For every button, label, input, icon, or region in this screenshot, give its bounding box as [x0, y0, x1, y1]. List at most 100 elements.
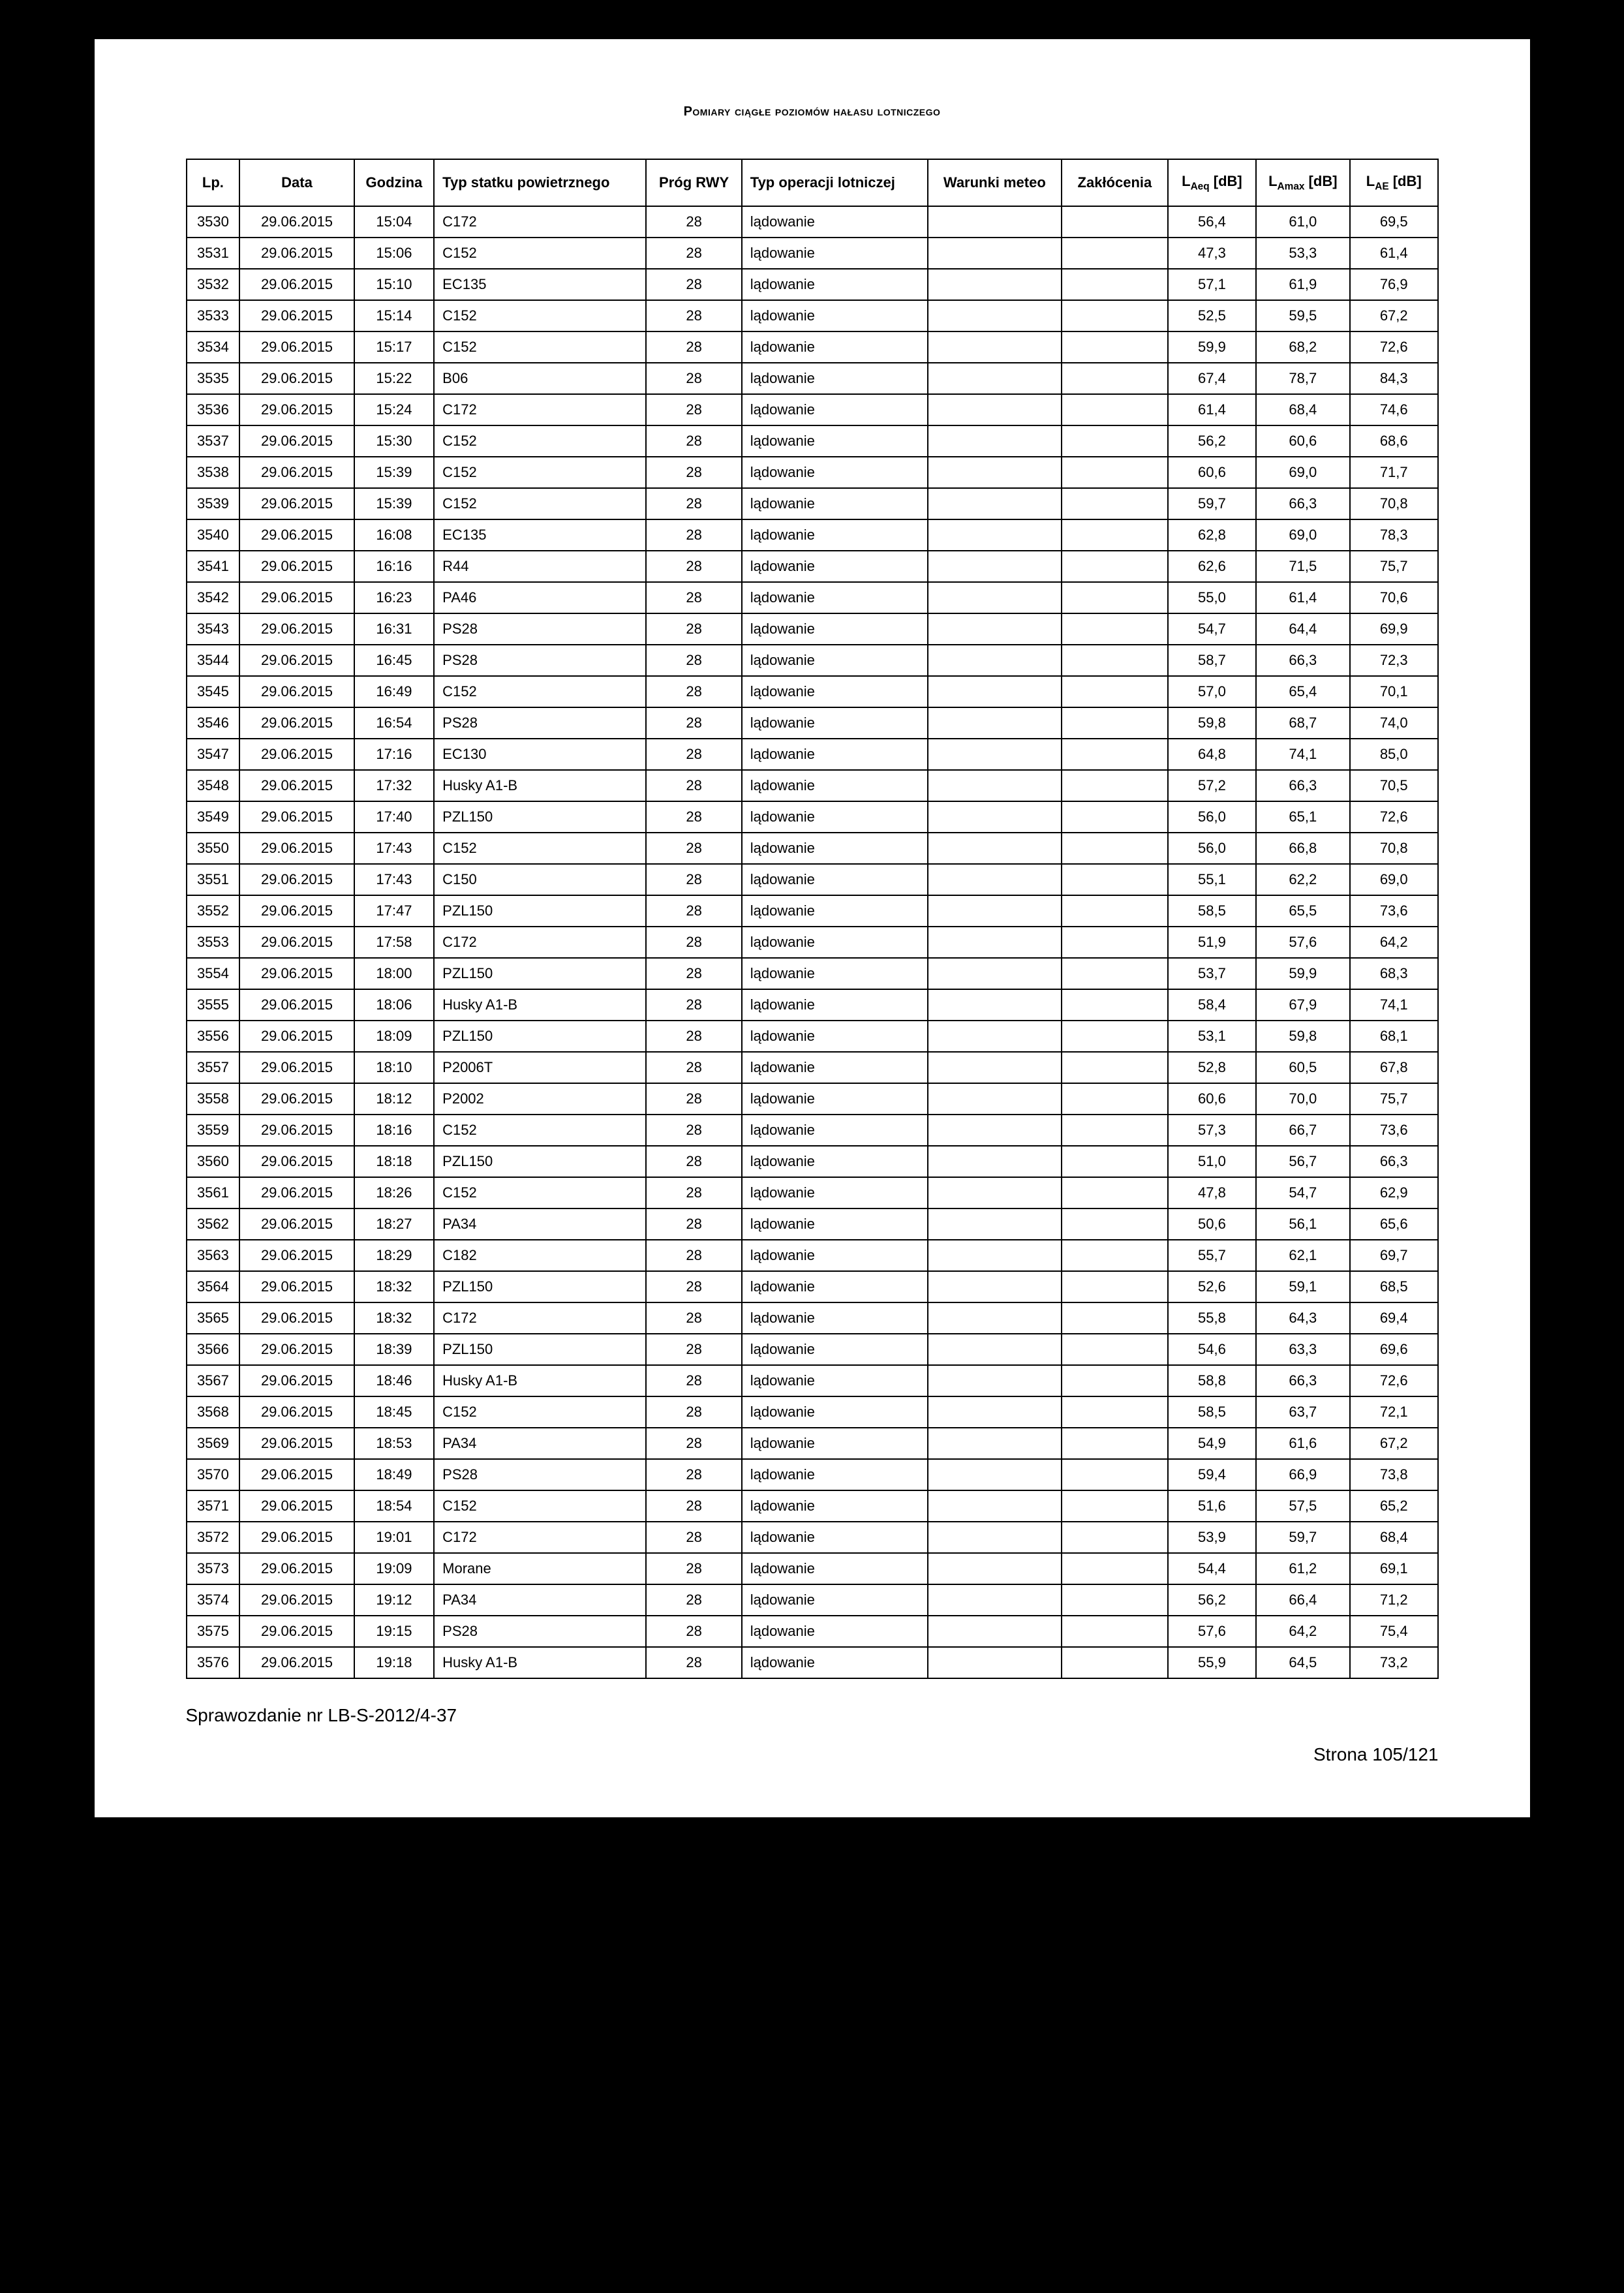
- cell-lae: 75,7: [1350, 1083, 1438, 1115]
- cell-prog: 28: [646, 801, 741, 833]
- cell-godzina: 18:18: [354, 1146, 434, 1177]
- cell-typ: PS28: [434, 645, 646, 676]
- cell-lp: 3536: [187, 394, 240, 425]
- cell-warunki: [928, 1334, 1061, 1365]
- cell-lamax: 66,3: [1256, 645, 1350, 676]
- cell-oper: lądowanie: [742, 1396, 928, 1428]
- cell-prog: 28: [646, 739, 741, 770]
- cell-typ: C152: [434, 425, 646, 457]
- cell-lp: 3560: [187, 1146, 240, 1177]
- cell-godzina: 19:15: [354, 1616, 434, 1647]
- cell-lamax: 64,5: [1256, 1647, 1350, 1678]
- cell-data: 29.06.2015: [239, 1490, 354, 1522]
- cell-lp: 3544: [187, 645, 240, 676]
- cell-typ: C152: [434, 238, 646, 269]
- cell-lamax: 61,4: [1256, 582, 1350, 613]
- table-row: 356229.06.201518:27PA3428lądowanie50,656…: [187, 1208, 1438, 1240]
- cell-lp: 3563: [187, 1240, 240, 1271]
- cell-lp: 3532: [187, 269, 240, 300]
- cell-warunki: [928, 1365, 1061, 1396]
- cell-prog: 28: [646, 300, 741, 331]
- cell-warunki: [928, 582, 1061, 613]
- cell-lp: 3549: [187, 801, 240, 833]
- cell-godzina: 16:31: [354, 613, 434, 645]
- cell-typ: PZL150: [434, 958, 646, 989]
- cell-laeq: 59,7: [1168, 488, 1255, 519]
- cell-laeq: 52,6: [1168, 1271, 1255, 1302]
- cell-godzina: 16:08: [354, 519, 434, 551]
- cell-typ: B06: [434, 363, 646, 394]
- cell-data: 29.06.2015: [239, 238, 354, 269]
- cell-prog: 28: [646, 864, 741, 895]
- cell-lamax: 68,7: [1256, 707, 1350, 739]
- cell-prog: 28: [646, 1490, 741, 1522]
- cell-lamax: 60,6: [1256, 425, 1350, 457]
- table-row: 356029.06.201518:18PZL15028lądowanie51,0…: [187, 1146, 1438, 1177]
- cell-lamax: 57,5: [1256, 1490, 1350, 1522]
- cell-laeq: 60,6: [1168, 1083, 1255, 1115]
- cell-laeq: 47,3: [1168, 238, 1255, 269]
- cell-laeq: 60,6: [1168, 457, 1255, 488]
- table-row: 353829.06.201515:39C15228lądowanie60,669…: [187, 457, 1438, 488]
- cell-prog: 28: [646, 519, 741, 551]
- cell-lp: 3557: [187, 1052, 240, 1083]
- cell-lp: 3567: [187, 1365, 240, 1396]
- cell-godzina: 15:39: [354, 488, 434, 519]
- cell-godzina: 19:18: [354, 1647, 434, 1678]
- cell-warunki: [928, 394, 1061, 425]
- table-row: 357329.06.201519:09Morane28lądowanie54,4…: [187, 1553, 1438, 1584]
- cell-oper: lądowanie: [742, 1522, 928, 1553]
- cell-oper: lądowanie: [742, 895, 928, 927]
- cell-data: 29.06.2015: [239, 676, 354, 707]
- cell-godzina: 18:32: [354, 1302, 434, 1334]
- cell-lae: 75,4: [1350, 1616, 1438, 1647]
- cell-oper: lądowanie: [742, 1428, 928, 1459]
- cell-warunki: [928, 739, 1061, 770]
- cell-lamax: 70,0: [1256, 1083, 1350, 1115]
- cell-godzina: 15:06: [354, 238, 434, 269]
- cell-warunki: [928, 1177, 1061, 1208]
- cell-typ: EC135: [434, 519, 646, 551]
- cell-godzina: 18:09: [354, 1021, 434, 1052]
- cell-lae: 72,1: [1350, 1396, 1438, 1428]
- table-header-row: Lp. Data Godzina Typ statku powietrznego…: [187, 159, 1438, 206]
- cell-lp: 3540: [187, 519, 240, 551]
- cell-laeq: 52,5: [1168, 300, 1255, 331]
- cell-prog: 28: [646, 269, 741, 300]
- cell-zaklocenia: [1062, 1115, 1169, 1146]
- cell-lamax: 69,0: [1256, 519, 1350, 551]
- cell-typ: PS28: [434, 1459, 646, 1490]
- cell-data: 29.06.2015: [239, 989, 354, 1021]
- cell-oper: lądowanie: [742, 833, 928, 864]
- table-row: 355629.06.201518:09PZL15028lądowanie53,1…: [187, 1021, 1438, 1052]
- cell-warunki: [928, 1146, 1061, 1177]
- cell-laeq: 57,1: [1168, 269, 1255, 300]
- cell-typ: Morane: [434, 1553, 646, 1584]
- cell-prog: 28: [646, 488, 741, 519]
- cell-oper: lądowanie: [742, 1584, 928, 1616]
- cell-godzina: 18:46: [354, 1365, 434, 1396]
- cell-typ: C182: [434, 1240, 646, 1271]
- cell-oper: lądowanie: [742, 457, 928, 488]
- cell-godzina: 18:06: [354, 989, 434, 1021]
- cell-laeq: 62,8: [1168, 519, 1255, 551]
- col-typ-statku: Typ statku powietrznego: [434, 159, 646, 206]
- col-zaklocenia: Zakłócenia: [1062, 159, 1169, 206]
- cell-laeq: 55,1: [1168, 864, 1255, 895]
- cell-laeq: 57,3: [1168, 1115, 1255, 1146]
- cell-lp: 3547: [187, 739, 240, 770]
- cell-zaklocenia: [1062, 707, 1169, 739]
- cell-typ: C150: [434, 864, 646, 895]
- cell-zaklocenia: [1062, 206, 1169, 238]
- cell-lae: 78,3: [1350, 519, 1438, 551]
- cell-lamax: 57,6: [1256, 927, 1350, 958]
- cell-zaklocenia: [1062, 1584, 1169, 1616]
- cell-lp: 3575: [187, 1616, 240, 1647]
- cell-data: 29.06.2015: [239, 1302, 354, 1334]
- cell-zaklocenia: [1062, 1647, 1169, 1678]
- cell-zaklocenia: [1062, 1177, 1169, 1208]
- cell-data: 29.06.2015: [239, 1146, 354, 1177]
- cell-laeq: 53,9: [1168, 1522, 1255, 1553]
- cell-godzina: 18:16: [354, 1115, 434, 1146]
- cell-zaklocenia: [1062, 1334, 1169, 1365]
